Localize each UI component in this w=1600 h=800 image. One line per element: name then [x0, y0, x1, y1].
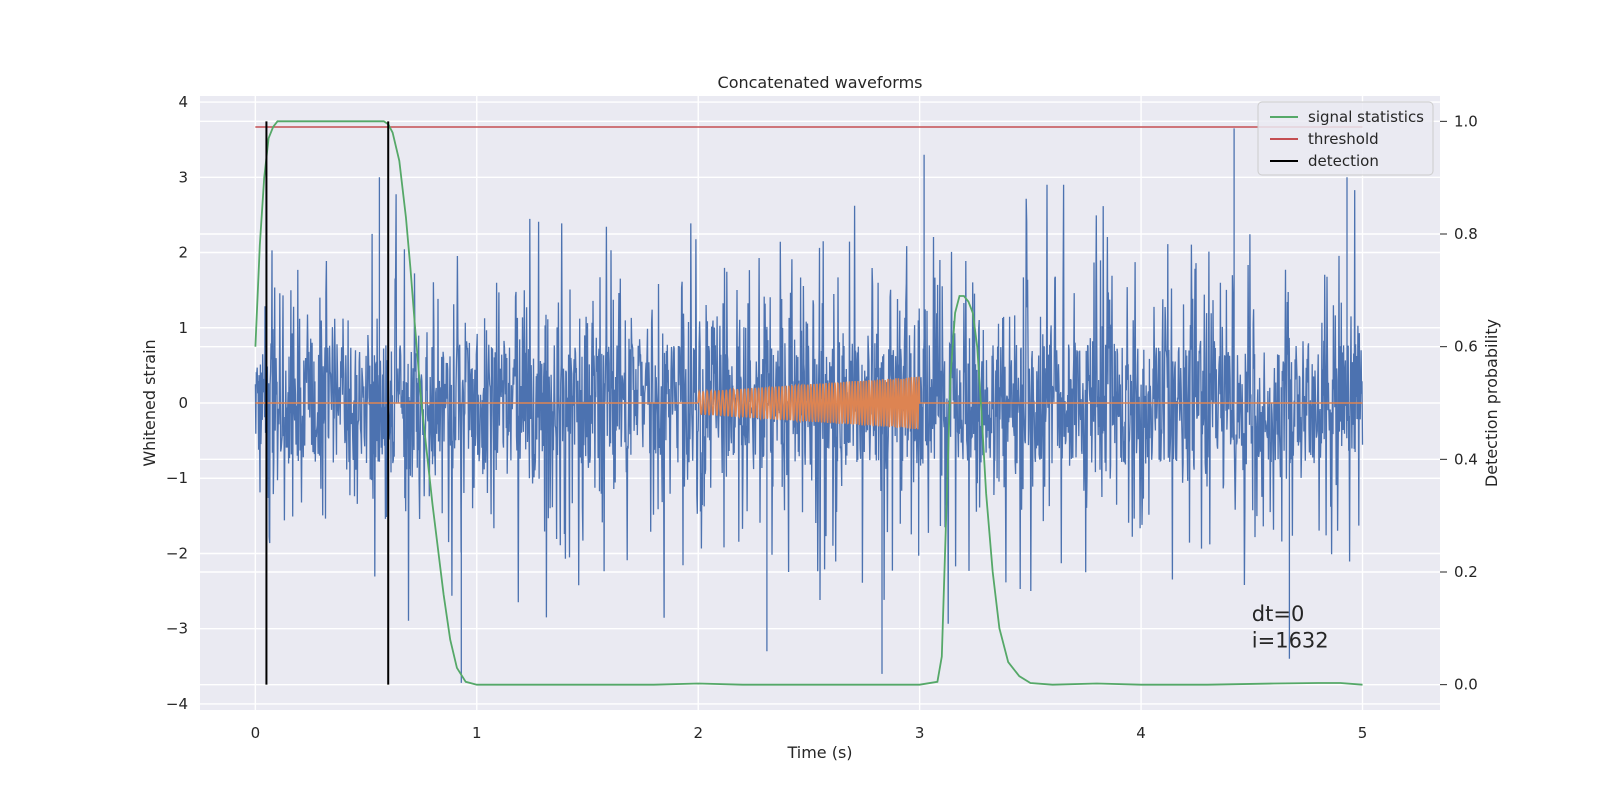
right-y-tick-label: 0.0: [1454, 676, 1478, 694]
left-y-tick-label: 1: [178, 319, 188, 337]
x-tick-label: 5: [1358, 724, 1368, 742]
right-y-tick-label: 0.4: [1454, 450, 1478, 468]
legend-label-signal-statistics: signal statistics: [1308, 108, 1424, 126]
injected-signal-line: [255, 376, 1363, 430]
left-y-tick-label: 0: [178, 394, 188, 412]
legend-label-detection: detection: [1308, 152, 1379, 170]
right-y-tick-label: 1.0: [1454, 112, 1478, 130]
y-axis-label: Whitened strain: [140, 339, 159, 466]
right-y-tick-label: 0.6: [1454, 338, 1478, 356]
annotation-dt: dt=0: [1252, 602, 1305, 626]
x-tick-label: 3: [915, 724, 925, 742]
left-y-tick-label: −4: [166, 695, 188, 713]
left-y-tick-label: −1: [166, 469, 188, 487]
right-y-tick-label: 0.8: [1454, 225, 1478, 243]
annotation-i: i=1632: [1252, 629, 1329, 653]
left-y-tick-label: −2: [166, 544, 188, 562]
x-tick-label: 2: [693, 724, 703, 742]
left-y-tick-label: −3: [166, 620, 188, 638]
right-y-axis-ticks: 0.0 0.2 0.4 0.6 0.8 1.0: [1440, 112, 1478, 694]
x-tick-label: 1: [472, 724, 482, 742]
left-y-tick-label: 4: [178, 93, 188, 111]
x-axis-label: Time (s): [786, 743, 852, 762]
y2-axis-label: Detection probability: [1482, 319, 1501, 487]
x-tick-label: 0: [251, 724, 261, 742]
x-tick-label: 4: [1136, 724, 1146, 742]
whitened-strain-line: [254, 128, 1364, 683]
x-axis-ticks: 0 1 2 3 4 5: [251, 724, 1368, 742]
chart-title: Concatenated waveforms: [718, 73, 923, 92]
left-y-tick-label: 2: [178, 244, 188, 262]
legend-label-threshold: threshold: [1308, 130, 1379, 148]
left-y-tick-label: 3: [178, 168, 188, 186]
left-y-axis-ticks: −4 −3 −2 −1 0 1 2 3 4: [166, 93, 188, 713]
legend-box: [1257, 101, 1434, 176]
right-y-tick-label: 0.2: [1454, 563, 1478, 581]
detection-lines: [265, 121, 390, 685]
signal-statistics-line: [254, 120, 1363, 686]
legend: signal statistics threshold detection: [1257, 101, 1434, 176]
